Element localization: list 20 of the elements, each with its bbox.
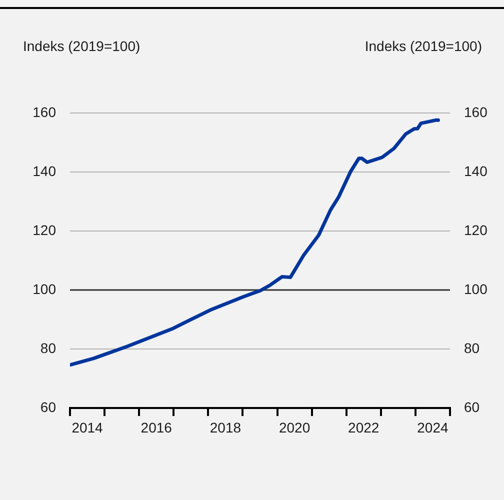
y-tick-label: 160 bbox=[32, 104, 56, 120]
y-tick-label: 100 bbox=[32, 280, 56, 297]
y2-tick-label: 140 bbox=[464, 162, 488, 179]
x-tick-label: 2022 bbox=[348, 419, 380, 436]
y-tick-label: 60 bbox=[40, 398, 56, 415]
y2-tick-label: 60 bbox=[464, 398, 480, 415]
y-tick-label: 120 bbox=[32, 222, 56, 238]
x-tick-label: 2016 bbox=[140, 419, 172, 436]
y2-tick-label: 160 bbox=[464, 104, 488, 120]
x-tick-label: 2024 bbox=[417, 419, 449, 436]
y2-tick-label: 100 bbox=[464, 280, 488, 297]
x-tick-label: 2018 bbox=[210, 419, 242, 436]
x-tick-label: 2020 bbox=[278, 419, 310, 436]
y-tick-label: 140 bbox=[32, 162, 56, 179]
y2-axis-title: Indeks (2019=100) bbox=[364, 38, 482, 54]
y2-tick-label: 80 bbox=[464, 340, 480, 356]
y2-tick-label: 120 bbox=[464, 222, 488, 238]
x-tick-label: 2014 bbox=[72, 419, 104, 436]
y-axis-title: Indeks (2019=100) bbox=[23, 38, 140, 54]
y-tick-label: 80 bbox=[40, 340, 56, 356]
